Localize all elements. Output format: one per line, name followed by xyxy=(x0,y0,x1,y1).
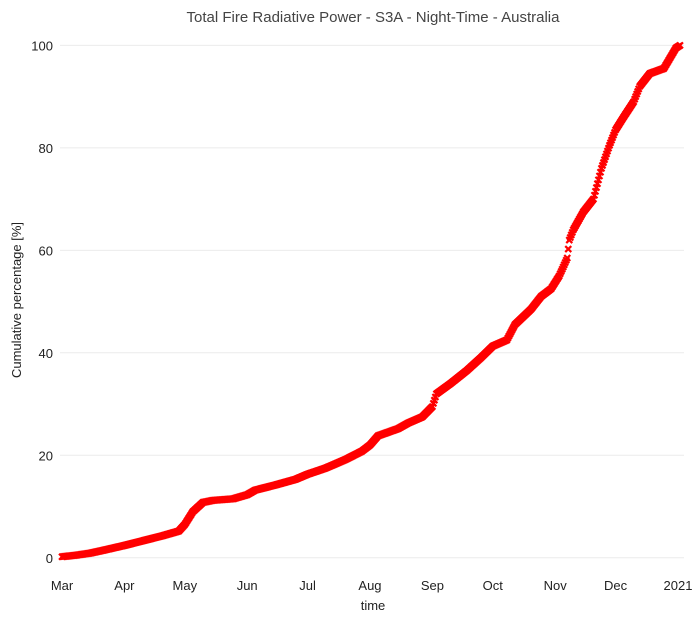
x-tick-label: Jul xyxy=(299,578,316,593)
y-gridlines xyxy=(60,44,684,559)
x-tick-label: May xyxy=(173,578,198,593)
chart-title: Total Fire Radiative Power - S3A - Night… xyxy=(187,9,561,26)
y-tick-labels: 0 20 40 60 80 100 xyxy=(31,38,53,565)
x-tick-label: Mar xyxy=(51,578,74,593)
y-tick-label: 60 xyxy=(39,243,53,258)
x-tick-label: Sep xyxy=(421,578,444,593)
x-tick-label: Jun xyxy=(237,578,258,593)
y-tick-label: 100 xyxy=(31,38,53,53)
x-axis-label: time xyxy=(361,598,386,613)
x-tick-labels: Mar Apr May Jun Jul Aug Sep Oct Nov Dec 2021 xyxy=(51,578,693,593)
x-tick-label: Apr xyxy=(114,578,135,593)
x-tick-label: Nov xyxy=(544,578,568,593)
data-point xyxy=(563,254,572,262)
data-points xyxy=(58,41,684,561)
y-tick-label: 80 xyxy=(39,141,53,156)
y-tick-label: 0 xyxy=(46,551,53,566)
y-tick-label: 40 xyxy=(39,346,53,361)
data-point xyxy=(564,245,573,253)
y-tick-label: 20 xyxy=(39,448,53,463)
y-axis-label: Cumulative percentage [%] xyxy=(9,222,24,378)
x-tick-label: Dec xyxy=(604,578,628,593)
x-tick-label: Oct xyxy=(483,578,504,593)
x-tick-label: Aug xyxy=(358,578,381,593)
data-point xyxy=(676,41,684,50)
x-tick-label: 2021 xyxy=(664,578,693,593)
